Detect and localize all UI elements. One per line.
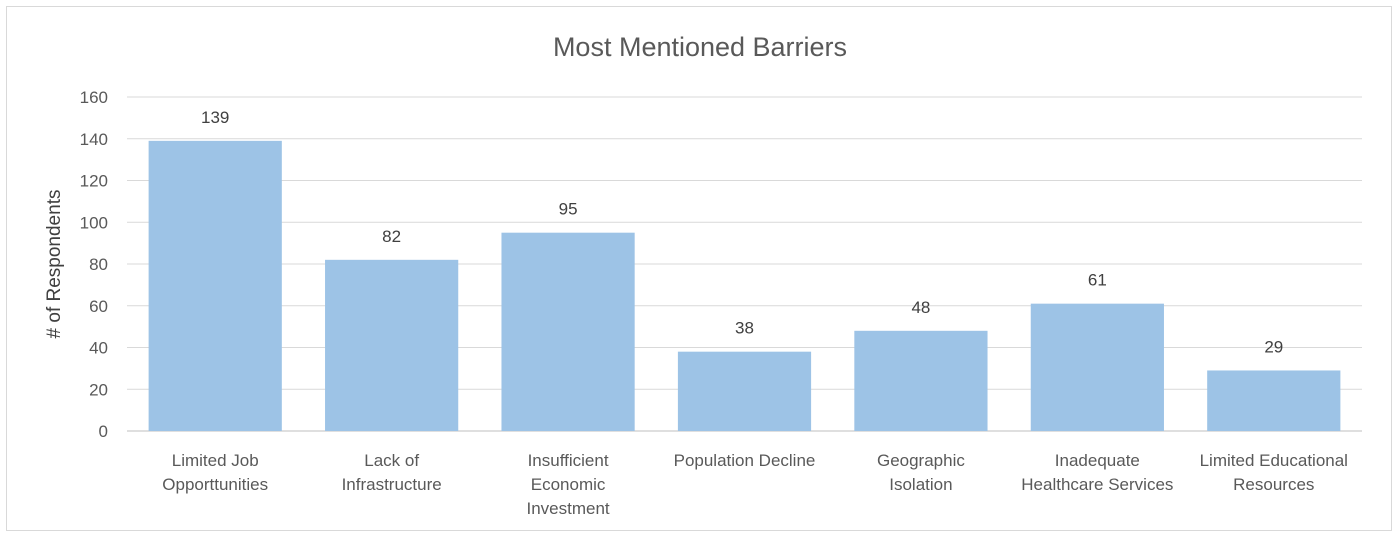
category-label: Inadequate Healthcare Services bbox=[1021, 451, 1173, 494]
category-label: Limited Job Opporttunities bbox=[162, 451, 268, 494]
category-label-line: Lack of bbox=[364, 451, 419, 470]
y-tick-label: 80 bbox=[89, 255, 108, 274]
data-label: 48 bbox=[911, 298, 930, 317]
category-label-line: Resources bbox=[1233, 475, 1314, 494]
bar bbox=[325, 259, 459, 431]
category-label-line: Limited Educational bbox=[1200, 451, 1348, 470]
data-label: 61 bbox=[1088, 271, 1107, 290]
y-tick-label: 60 bbox=[89, 297, 108, 316]
category-label-line: Isolation bbox=[889, 475, 952, 494]
category-label-line: Insufficient bbox=[528, 451, 609, 470]
bar bbox=[854, 330, 988, 431]
y-axis-label: # of Respondents bbox=[44, 190, 65, 339]
category-label-line: Infrastructure bbox=[342, 475, 442, 494]
category-label: Insufficient Economic Investment bbox=[526, 451, 609, 518]
data-label: 82 bbox=[382, 227, 401, 246]
y-tick-label: 140 bbox=[80, 130, 108, 149]
category-label-line: Investment bbox=[526, 499, 609, 518]
y-tick-label: 120 bbox=[80, 172, 108, 191]
data-label: 38 bbox=[735, 319, 754, 338]
y-tick-label: 20 bbox=[89, 380, 108, 399]
bar bbox=[677, 351, 812, 431]
chart-title: Most Mentioned Barriers bbox=[553, 32, 847, 62]
category-label-line: Geographic bbox=[877, 451, 965, 470]
category-label-line: Economic bbox=[531, 475, 606, 494]
data-label: 139 bbox=[201, 108, 229, 127]
y-tick-labels: 0 20 40 60 80 100 120 140 160 bbox=[80, 88, 108, 441]
data-labels: 139 82 95 38 48 61 29 bbox=[201, 108, 1283, 357]
bar bbox=[1030, 303, 1164, 431]
category-label-line: Inadequate bbox=[1055, 451, 1140, 470]
y-tick-label: 160 bbox=[80, 88, 108, 107]
category-label: Limited Educational Resources bbox=[1200, 451, 1348, 494]
y-tick-label: 0 bbox=[99, 422, 108, 441]
category-label: Geographic Isolation bbox=[877, 451, 965, 494]
y-tick-label: 40 bbox=[89, 339, 108, 358]
category-label-line: Opporttunities bbox=[162, 475, 268, 494]
bar bbox=[148, 140, 282, 431]
category-label-line: Healthcare Services bbox=[1021, 475, 1173, 494]
category-label-line: Population Decline bbox=[674, 451, 816, 470]
bar bbox=[501, 232, 635, 431]
category-label: Lack of Infrastructure bbox=[342, 451, 442, 494]
category-label: Population Decline bbox=[674, 451, 816, 470]
bar bbox=[1207, 370, 1341, 431]
data-label: 95 bbox=[559, 200, 578, 219]
data-label: 29 bbox=[1264, 337, 1283, 356]
category-label-line: Limited Job bbox=[172, 451, 259, 470]
category-labels: Limited Job Opporttunities Lack of Infrastr… bbox=[162, 451, 1348, 518]
bars bbox=[148, 140, 1341, 431]
y-tick-label: 100 bbox=[80, 213, 108, 232]
